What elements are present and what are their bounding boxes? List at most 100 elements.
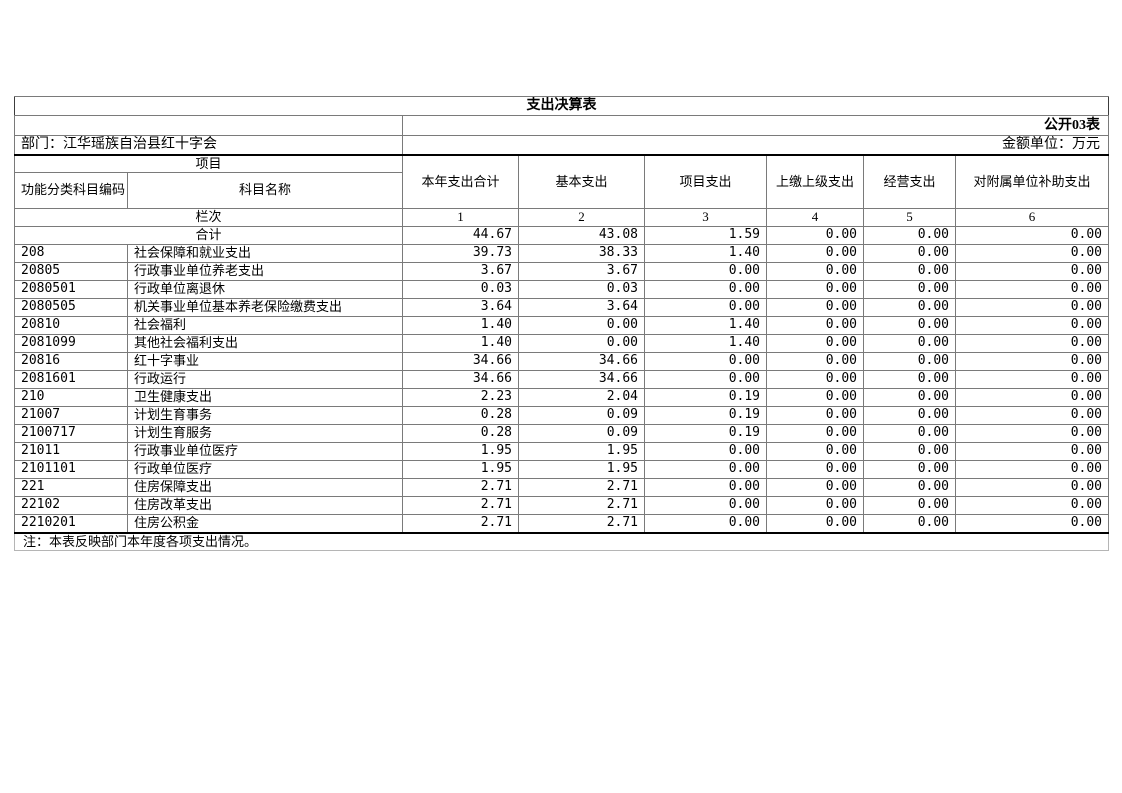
cell-value-6: 0.00 (955, 369, 1109, 389)
cell-value-5: 0.00 (863, 261, 956, 281)
total-label: 合计 (14, 225, 403, 245)
cell-name: 计划生育事务 (127, 405, 403, 425)
cell-code: 20816 (14, 351, 128, 371)
cell-value-1: 3.67 (402, 261, 519, 281)
cell-name: 红十字事业 (127, 351, 403, 371)
table-code-spacer (14, 115, 403, 136)
cell-value-6: 0.00 (955, 513, 1109, 534)
header-superior-expenditure: 上缴上级支出 (766, 154, 864, 209)
cell-value-2: 1.95 (518, 441, 645, 461)
cell-value-3: 1.40 (644, 243, 767, 263)
cell-value-5: 0.00 (863, 441, 956, 461)
table-note: 注：本表反映部门本年度各项支出情况。 (14, 531, 1109, 551)
cell-value-4: 0.00 (766, 513, 864, 534)
cell-value-2: 2.71 (518, 513, 645, 534)
cell-value-6: 0.00 (955, 405, 1109, 425)
cell-value-1: 0.03 (402, 279, 519, 299)
cell-value-3: 0.00 (644, 279, 767, 299)
cell-value-5: 0.00 (863, 387, 956, 407)
cell-value-4: 0.00 (766, 405, 864, 425)
cell-value-4: 0.00 (766, 333, 864, 353)
cell-name: 机关事业单位基本养老保险缴费支出 (127, 297, 403, 317)
cell-value-4: 0.00 (766, 495, 864, 515)
expenditure-table: 支出决算表 公开03表 部门：江华瑶族自治县红十字会 金额单位：万元 项目 本年… (14, 96, 1109, 551)
cell-value-3: 0.19 (644, 423, 767, 443)
cell-value-3: 0.00 (644, 495, 767, 515)
cell-value-4: 0.00 (766, 261, 864, 281)
cell-value-5: 0.00 (863, 315, 956, 335)
cell-value-4: 0.00 (766, 243, 864, 263)
cell-value-2: 2.04 (518, 387, 645, 407)
cell-value-6: 0.00 (955, 261, 1109, 281)
cell-value-3: 0.00 (644, 459, 767, 479)
cell-value-1: 2.71 (402, 495, 519, 515)
cell-value-5: 0.00 (863, 459, 956, 479)
cell-code: 2080501 (14, 279, 128, 299)
cell-name: 住房公积金 (127, 513, 403, 534)
table-row: 2210201 住房公积金 2.71 2.71 0.00 0.00 0.00 0.00 (14, 513, 1109, 534)
cell-name: 计划生育服务 (127, 423, 403, 443)
cell-value-2: 1.95 (518, 459, 645, 479)
cell-value-2: 0.09 (518, 405, 645, 425)
lanci-col-4: 4 (766, 207, 864, 227)
cell-value-2: 3.67 (518, 261, 645, 281)
cell-value-5: 0.00 (863, 297, 956, 317)
cell-value-5: 0.00 (863, 513, 956, 534)
cell-value-6: 0.00 (955, 315, 1109, 335)
lanci-col-2: 2 (518, 207, 645, 227)
page-title: 支出决算表 (14, 96, 1109, 116)
cell-value-4: 0.00 (766, 423, 864, 443)
header-total-expenditure: 本年支出合计 (402, 154, 519, 209)
cell-code: 2100717 (14, 423, 128, 443)
total-value-6: 0.00 (955, 225, 1109, 245)
table-row: 2081099 其他社会福利支出 1.40 0.00 1.40 0.00 0.00 0.00 (14, 333, 1109, 353)
column-index-row: 栏次 1 2 3 4 5 6 (14, 207, 1109, 227)
cell-value-3: 0.00 (644, 477, 767, 497)
unit-label: 金额单位：万元 (402, 135, 1109, 156)
cell-value-5: 0.00 (863, 495, 956, 515)
header-project-expenditure: 项目支出 (644, 154, 767, 209)
cell-value-6: 0.00 (955, 441, 1109, 461)
cell-value-1: 1.95 (402, 441, 519, 461)
cell-value-1: 3.64 (402, 297, 519, 317)
table-row: 2080501 行政单位离退休 0.03 0.03 0.00 0.00 0.00 0.00 (14, 279, 1109, 299)
cell-code: 22102 (14, 495, 128, 515)
table-row: 22102 住房改革支出 2.71 2.71 0.00 0.00 0.00 0.00 (14, 495, 1109, 515)
cell-code: 21007 (14, 405, 128, 425)
total-value-5: 0.00 (863, 225, 956, 245)
cell-value-3: 0.00 (644, 369, 767, 389)
cell-value-2: 0.00 (518, 333, 645, 353)
cell-value-1: 1.40 (402, 333, 519, 353)
cell-code: 2081099 (14, 333, 128, 353)
cell-value-6: 0.00 (955, 297, 1109, 317)
cell-value-5: 0.00 (863, 477, 956, 497)
lanci-col-1: 1 (402, 207, 519, 227)
cell-name: 卫生健康支出 (127, 387, 403, 407)
cell-code: 221 (14, 477, 128, 497)
note-row: 注：本表反映部门本年度各项支出情况。 (14, 531, 1109, 551)
cell-value-4: 0.00 (766, 315, 864, 335)
header-row-sub: 功能分类科目编码 科目名称 (14, 171, 1109, 209)
cell-value-3: 0.19 (644, 387, 767, 407)
table-row: 21007 计划生育事务 0.28 0.09 0.19 0.00 0.00 0.00 (14, 405, 1109, 425)
cell-value-3: 1.40 (644, 315, 767, 335)
cell-code: 20805 (14, 261, 128, 281)
cell-value-3: 0.00 (644, 513, 767, 534)
cell-value-2: 3.64 (518, 297, 645, 317)
cell-value-1: 1.95 (402, 459, 519, 479)
cell-value-4: 0.00 (766, 351, 864, 371)
header-basic-expenditure: 基本支出 (518, 154, 645, 209)
cell-name: 行政事业单位医疗 (127, 441, 403, 461)
cell-code: 2210201 (14, 513, 128, 534)
cell-value-1: 0.28 (402, 423, 519, 443)
cell-value-5: 0.00 (863, 333, 956, 353)
cell-code: 21011 (14, 441, 128, 461)
cell-value-4: 0.00 (766, 279, 864, 299)
cell-value-6: 0.00 (955, 279, 1109, 299)
cell-value-3: 1.40 (644, 333, 767, 353)
table-row: 208 社会保障和就业支出 39.73 38.33 1.40 0.00 0.00 0.00 (14, 243, 1109, 263)
table-row: 2080505 机关事业单位基本养老保险缴费支出 3.64 3.64 0.00 0.00 0… (14, 297, 1109, 317)
cell-value-5: 0.00 (863, 423, 956, 443)
cell-value-3: 0.00 (644, 297, 767, 317)
